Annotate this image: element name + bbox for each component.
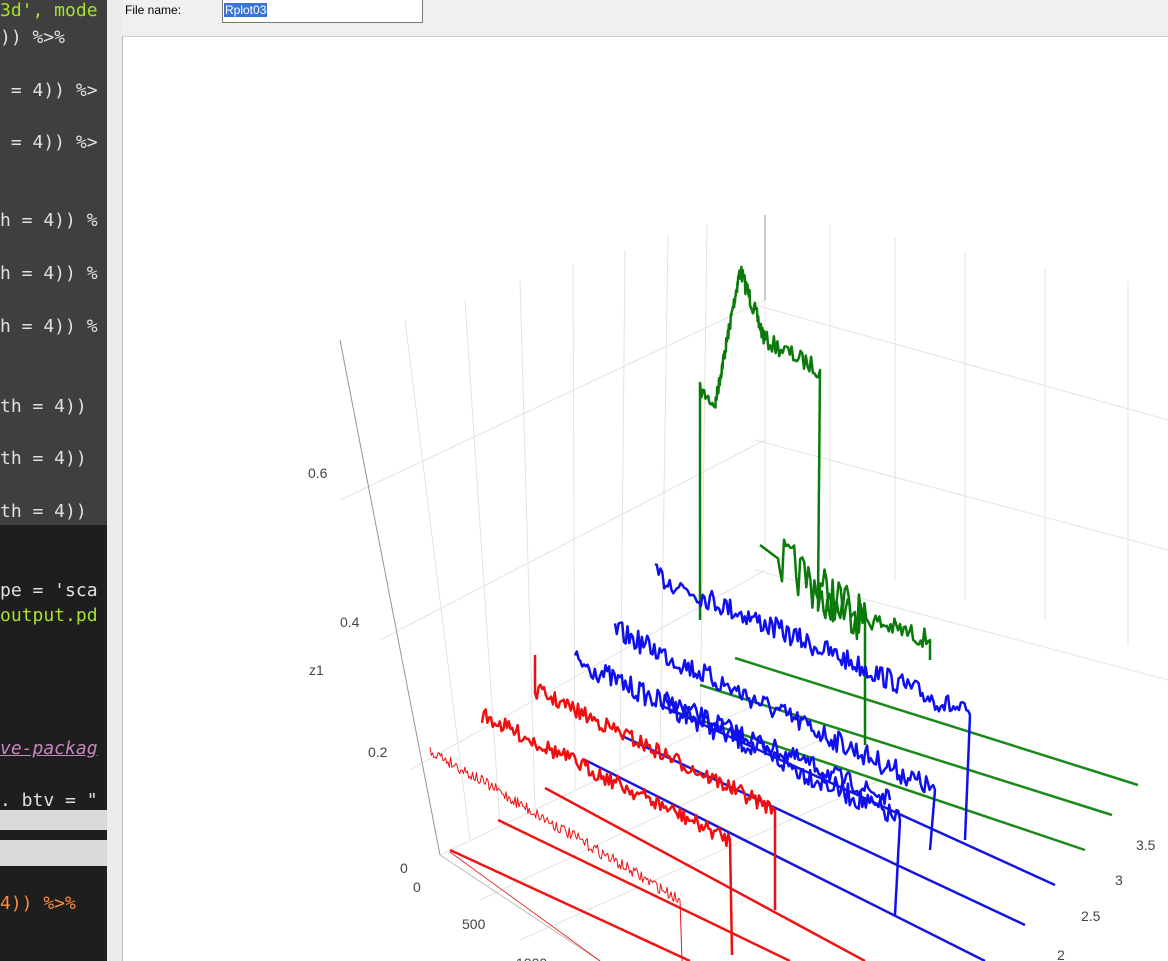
y-tick-label: 3 (1115, 872, 1123, 888)
code-text: 3d', mode (0, 0, 98, 21)
code-line: pe = 'sca (0, 580, 98, 601)
panel-bar (0, 840, 107, 866)
file-name-input[interactable]: Rplot03 (222, 0, 423, 23)
trace (654, 562, 972, 841)
trace (573, 650, 902, 916)
y-tick-label: 2.5 (1081, 908, 1101, 924)
trace (449, 848, 691, 961)
trace (759, 538, 867, 745)
x-tick-label: 0 (413, 879, 421, 895)
x-tick-label: 500 (462, 916, 486, 932)
trace (584, 758, 986, 961)
grid (339, 215, 1168, 941)
code-line: 3d', mode (0, 0, 98, 21)
trace (663, 691, 892, 806)
editor-highlight (0, 0, 107, 525)
trace (544, 786, 866, 961)
code-line: th = 4)) (0, 396, 87, 417)
trace (698, 265, 932, 660)
trace (497, 818, 791, 961)
code-line: ve-packag (0, 738, 98, 759)
z-tick-label: 0.2 (368, 744, 388, 760)
code-line: . btv = " (0, 790, 98, 811)
code-line: output.pd (0, 605, 98, 626)
splitter[interactable] (107, 0, 123, 961)
x-axis-line (439, 854, 601, 961)
code-line: h = 4)) % (0, 263, 98, 284)
trace (480, 708, 734, 955)
code-line: h = 4)) % (0, 210, 98, 231)
trace (429, 747, 683, 961)
z-axis-title: z1 (309, 662, 324, 678)
save-bar: File name: Rplot03 (122, 0, 1168, 37)
code-line: = 4)) %> (0, 80, 98, 101)
trace (734, 656, 1139, 787)
file-name-label: File name: (125, 3, 182, 17)
trace (619, 733, 1026, 927)
z-axis-line (339, 339, 441, 856)
code-line: h = 4)) % (0, 316, 98, 337)
code-line: 4)) %>% (0, 893, 76, 914)
y-tick-label: 2 (1057, 947, 1065, 961)
z-tick-label: 0.6 (308, 465, 328, 481)
file-name-value: Rplot03 (224, 3, 268, 17)
code-line: = 4)) %> (0, 132, 98, 153)
z-tick-label: 0.4 (340, 614, 360, 630)
trace (613, 621, 937, 851)
code-editor: 3d', mode )) %>% = 4)) %> = 4)) %> h = 4… (0, 0, 107, 961)
z-tick-label: 0 (400, 860, 408, 876)
trace (533, 655, 777, 910)
trace (449, 851, 601, 961)
code-line: th = 4)) (0, 448, 87, 469)
panel-bar (0, 810, 107, 830)
code-line: )) %>% (0, 27, 66, 48)
trace (659, 703, 1056, 887)
x-tick-label: 1000 (516, 955, 547, 961)
y-tick-label: 3.5 (1136, 837, 1156, 853)
code-line: th = 4)) (0, 501, 87, 522)
traces (429, 265, 1139, 961)
